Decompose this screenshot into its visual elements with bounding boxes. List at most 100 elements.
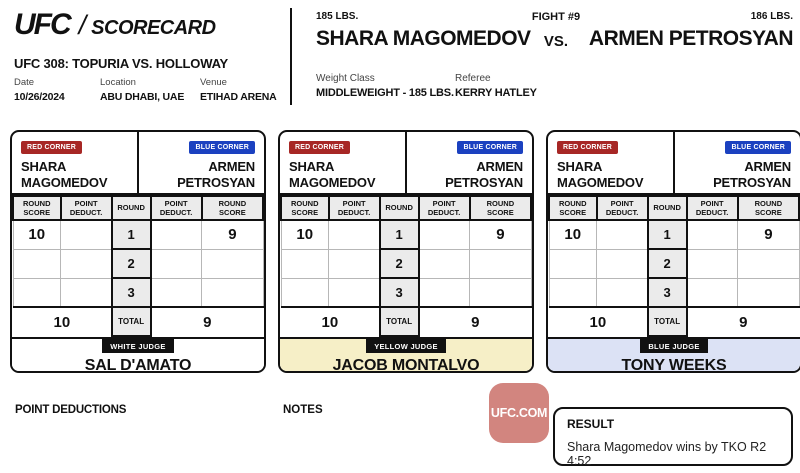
weight-class-label: Weight Class xyxy=(316,73,375,84)
blue-point-deduct xyxy=(417,277,471,308)
result-text: Shara Magomedov wins by TKO R2 4:52 xyxy=(567,440,767,468)
total-label: TOTAL xyxy=(110,306,152,337)
total-label: TOTAL xyxy=(378,306,420,337)
blue-round-score: 9 xyxy=(201,219,264,250)
referee-value: KERRY HATLEY xyxy=(455,87,537,99)
round-3-row: 3 xyxy=(12,277,264,308)
logo-slash: / xyxy=(78,10,87,40)
blue-point-deduct xyxy=(685,277,739,308)
round-number: 2 xyxy=(110,248,152,279)
blue-name-line1: ARMEN xyxy=(476,159,523,174)
venue-label: Venue xyxy=(200,77,227,88)
red-point-deduct xyxy=(59,248,113,279)
col-header-red-round-score: ROUND SCORE xyxy=(12,195,62,221)
scorecards-row: RED CORNER SHARA MAGOMEDOV BLUE CORNER A… xyxy=(10,130,800,373)
blue-round-score xyxy=(469,277,532,308)
vs-label: VS. xyxy=(543,33,569,50)
score-table: ROUND SCORE POINT DEDUCT. ROUND POINT DE… xyxy=(12,195,264,337)
judge-badge: WHITE JUDGE xyxy=(102,339,174,353)
red-corner-fighter-name: SHARA MAGOMEDOV xyxy=(557,159,664,190)
red-point-deduct xyxy=(327,219,381,250)
weight-class-block: Weight Class MIDDLEWEIGHT - 185 LBS. xyxy=(316,73,454,99)
round-2-row: 2 xyxy=(12,248,264,279)
red-total-score: 10 xyxy=(549,306,648,336)
red-corner-badge: RED CORNER xyxy=(557,141,619,154)
ufc-logo: UFC xyxy=(14,8,72,41)
red-fighter-name: SHARA MAGOMEDOV xyxy=(316,27,531,50)
judge-scorecard: RED CORNER SHARA MAGOMEDOV BLUE CORNER A… xyxy=(278,130,534,373)
red-corner-fighter-name: SHARA MAGOMEDOV xyxy=(21,159,128,190)
round-number: 3 xyxy=(378,277,420,308)
round-2-row: 2 xyxy=(280,248,532,279)
blue-total-score: 9 xyxy=(418,306,531,336)
col-header-round: ROUND xyxy=(378,195,420,221)
red-corner-half: RED CORNER SHARA MAGOMEDOV xyxy=(548,132,675,193)
col-header-blue-round-score: ROUND SCORE xyxy=(200,195,264,221)
header-divider xyxy=(290,8,292,105)
red-name-line1: SHARA xyxy=(21,159,67,174)
blue-point-deduct xyxy=(685,248,739,279)
point-deductions-label: POINT DEDUCTIONS xyxy=(15,404,127,416)
judge-scorecard: RED CORNER SHARA MAGOMEDOV BLUE CORNER A… xyxy=(10,130,266,373)
judge-name: SAL D'AMATO xyxy=(84,357,192,373)
red-round-score xyxy=(12,277,61,308)
blue-point-deduct xyxy=(149,277,203,308)
col-header-red-round-score: ROUND SCORE xyxy=(548,195,598,221)
location-label: Location xyxy=(100,77,136,88)
red-corner-fighter-name: SHARA MAGOMEDOV xyxy=(289,159,396,190)
venue-value: ETIHAD ARENA xyxy=(200,91,277,103)
red-total-score: 10 xyxy=(13,306,112,336)
blue-round-score xyxy=(737,277,800,308)
ufc-com-watermark-badge: UFC.COM xyxy=(489,383,549,443)
red-point-deduct xyxy=(59,219,113,250)
red-point-deduct xyxy=(327,248,381,279)
blue-point-deduct xyxy=(417,248,471,279)
blue-point-deduct xyxy=(149,248,203,279)
total-row: 10 TOTAL 9 xyxy=(281,306,531,337)
blue-round-score xyxy=(201,277,264,308)
fighters-header: RED CORNER SHARA MAGOMEDOV BLUE CORNER A… xyxy=(548,132,800,195)
judge-section: WHITE JUDGE SAL D'AMATO xyxy=(12,337,264,373)
round-1-row: 10 1 9 xyxy=(280,219,532,250)
result-label: RESULT xyxy=(567,417,615,431)
red-point-deduct xyxy=(595,248,649,279)
score-table: ROUND SCORE POINT DEDUCT. ROUND POINT DE… xyxy=(280,195,532,337)
red-round-score xyxy=(12,248,61,279)
round-1-row: 10 1 9 xyxy=(12,219,264,250)
blue-corner-half: BLUE CORNER ARMEN PETROSYAN xyxy=(407,132,532,193)
fighters-header: RED CORNER SHARA MAGOMEDOV BLUE CORNER A… xyxy=(280,132,532,195)
score-table: ROUND SCORE POINT DEDUCT. ROUND POINT DE… xyxy=(548,195,800,337)
score-table-header-row: ROUND SCORE POINT DEDUCT. ROUND POINT DE… xyxy=(548,195,800,221)
red-name-line1: SHARA xyxy=(557,159,603,174)
judge-name: TONY WEEKS xyxy=(621,357,727,373)
date-label: Date xyxy=(14,77,35,88)
col-header-red-round-score: ROUND SCORE xyxy=(280,195,330,221)
blue-round-score: 9 xyxy=(469,219,532,250)
round-2-row: 2 xyxy=(548,248,800,279)
blue-round-score: 9 xyxy=(737,219,800,250)
red-corner-half: RED CORNER SHARA MAGOMEDOV xyxy=(280,132,407,193)
red-round-score: 10 xyxy=(12,219,61,250)
blue-corner-fighter-name: ARMEN PETROSYAN xyxy=(148,159,255,190)
ufc-scorecard-logo: UFC / SCORECARD xyxy=(14,8,216,42)
col-header-round: ROUND xyxy=(646,195,688,221)
judge-scorecard: RED CORNER SHARA MAGOMEDOV BLUE CORNER A… xyxy=(546,130,800,373)
referee-block: Referee KERRY HATLEY xyxy=(455,73,537,99)
red-name-line2: MAGOMEDOV xyxy=(557,174,644,190)
red-name-line2: MAGOMEDOV xyxy=(289,174,376,190)
round-number: 3 xyxy=(646,277,688,308)
blue-total-score: 9 xyxy=(150,306,263,336)
col-header-red-point-deduct: POINT DEDUCT. xyxy=(327,195,381,221)
score-table-header-row: ROUND SCORE POINT DEDUCT. ROUND POINT DE… xyxy=(12,195,264,221)
round-number: 1 xyxy=(646,219,688,250)
blue-point-deduct xyxy=(685,219,739,250)
col-header-blue-point-deduct: POINT DEDUCT. xyxy=(149,195,203,221)
red-point-deduct xyxy=(595,219,649,250)
blue-name-line2: PETROSYAN xyxy=(445,174,523,190)
blue-name-line1: ARMEN xyxy=(744,159,791,174)
round-number: 2 xyxy=(378,248,420,279)
judge-section: BLUE JUDGE TONY WEEKS xyxy=(548,337,800,373)
total-label: TOTAL xyxy=(646,306,688,337)
col-header-round: ROUND xyxy=(110,195,152,221)
blue-name-line2: PETROSYAN xyxy=(177,174,255,190)
